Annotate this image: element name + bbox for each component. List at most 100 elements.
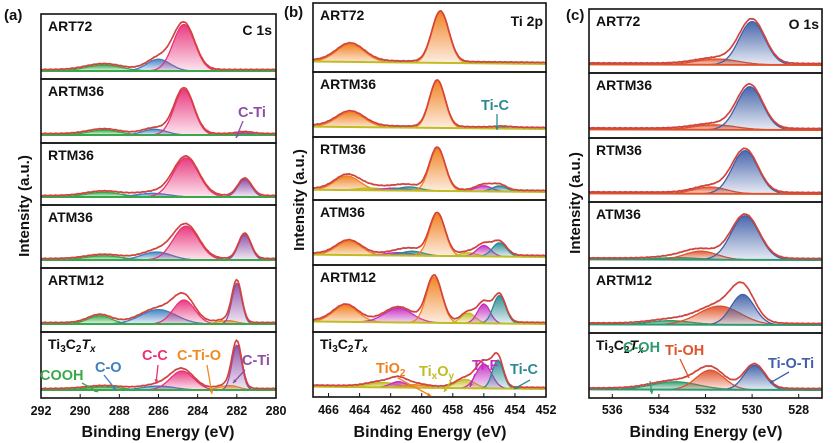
component-fill-tio2 [313, 214, 546, 257]
x-tick-label: 464 [349, 403, 370, 417]
component-fill-cooh [41, 315, 276, 324]
sample-label: ART72 [48, 18, 93, 34]
annotation-arrow [769, 371, 790, 384]
arrow-head [233, 379, 237, 383]
annotation-ti-c: Ti-C [481, 98, 509, 130]
fit-envelope [41, 155, 276, 197]
x-tick-label: 284 [187, 404, 208, 418]
component-fill-tio2 [313, 12, 546, 65]
annotation-label: C-Ti [238, 105, 266, 121]
sample-label: ART72 [596, 13, 641, 29]
annotation-label: TiO2 [376, 361, 406, 379]
subplot-artm36: ARTM36 [312, 71, 547, 138]
annotation-c-c: C-C [142, 348, 168, 384]
component-fill-ti-oh [589, 59, 822, 65]
annotation-label: COOH [40, 368, 84, 384]
component-fill-ti-oh [589, 306, 822, 325]
arrow-head [94, 388, 98, 392]
fit-envelope [312, 10, 546, 64]
component-fill-c-o [41, 309, 276, 324]
y-axis-label-c: Intensity (a.u.) [567, 152, 584, 254]
annotation-label: C-Ti-O [177, 348, 221, 364]
sample-label: RTM36 [320, 141, 366, 157]
component-fill-c-oh [589, 381, 822, 390]
component-fill-cooh [41, 255, 276, 260]
component-fill-tio2 [313, 44, 546, 64]
annotation-ti-o-ti: Ti-O-Ti [768, 356, 814, 384]
fit-envelope [589, 362, 822, 390]
subplot-art72: ART72 [312, 2, 547, 73]
fit-envelope [41, 86, 276, 135]
component-fill-ti-o-ti [589, 150, 822, 194]
background-line [588, 258, 823, 261]
fit-envelope [312, 146, 546, 192]
x-axis-label-c: Binding Energy (eV) [630, 424, 783, 441]
fit-envelope [589, 147, 822, 194]
component-fill-tio2 [313, 305, 546, 324]
background-line [588, 128, 823, 131]
annotation-label: Ti-C [481, 98, 509, 114]
fit-envelope [41, 222, 276, 260]
x-tick-label: 458 [442, 403, 463, 417]
x-axis-label-b: Binding Energy (eV) [354, 424, 507, 441]
subplot-rtm36: RTM36 [588, 137, 823, 203]
x-tick-label: 534 [648, 403, 669, 417]
component-fill-tio2 [313, 148, 546, 192]
background-line [312, 188, 547, 193]
component-fill-c-o [41, 59, 276, 71]
component-fill-tio2 [313, 277, 546, 324]
x-tick-label: 286 [148, 404, 169, 418]
annotation-c-oh: C-OH [623, 340, 660, 395]
background-line [312, 253, 547, 258]
x-tick-label: 536 [602, 403, 623, 417]
annotation-ti-c: Ti-C [510, 362, 538, 390]
subplot-atm36: ATM36 [588, 201, 823, 269]
component-fill-c-ti-o [41, 385, 276, 390]
fit-envelope [41, 339, 276, 390]
component-fill-tio2 [313, 176, 546, 192]
x-tick-label: 290 [70, 404, 91, 418]
arrow-head [209, 390, 214, 394]
arrow-head [770, 379, 774, 383]
x-tick-label: 292 [31, 404, 52, 418]
sample-label: Ti3C2Tx [320, 336, 368, 355]
arrow-head [685, 374, 690, 378]
subplot-ti3c2tx: Ti3C2Tx [40, 331, 277, 399]
sample-label: ARTM12 [320, 269, 376, 285]
core-level-title-a: C 1s [242, 22, 272, 38]
arrow-head [469, 383, 474, 387]
core-level-title-b: Ti 2p [511, 13, 543, 29]
sample-label: RTM36 [596, 142, 642, 158]
annotation-cooh: COOH [40, 368, 99, 393]
panel-b: ART72 ARTM36 RTM36 ATM36 ARTM12 Ti3C2Tx 466 464… [312, 2, 556, 417]
fit-envelope [312, 274, 546, 324]
background-line [312, 385, 547, 390]
component-fill-ti-oh [589, 251, 822, 260]
sample-label: ARTM36 [48, 83, 104, 99]
arrow-head [649, 390, 654, 394]
component-fill-cooh [41, 65, 276, 71]
annotation-c-ti: C-Ti [232, 353, 270, 384]
panel-label-b: (b) [284, 4, 303, 21]
annotation-c-ti: C-Ti [235, 105, 266, 139]
component-fill-ti-o-ti [589, 215, 822, 260]
x-tick-label: 528 [788, 403, 809, 417]
subplot-rtm36: RTM36 [40, 142, 277, 206]
background-line [588, 388, 823, 391]
fit-envelope [589, 213, 822, 260]
arrow-head [495, 126, 499, 130]
panel-c: ART72 ARTM36 RTM36 ATM36 ARTM12 Ti3C2Tx 536 534… [588, 8, 823, 417]
subplot-ti3c2tx: Ti3C2Tx [312, 331, 547, 398]
annotation-label: C-Ti [242, 353, 270, 369]
x-tick-label: 288 [109, 404, 130, 418]
subplot-art72: ART72 [40, 13, 277, 80]
subplot-atm36: ATM36 [312, 199, 547, 266]
annotation-label: Ti-C [510, 362, 538, 378]
component-fill-ti-o-ti [589, 86, 822, 130]
arrow-head [235, 134, 240, 138]
component-fill-ti-o-ti [589, 21, 822, 66]
annotation-tixoy: TixOy [419, 364, 454, 393]
fit-envelope [313, 211, 546, 257]
arrow-head [112, 386, 116, 390]
arrow-head [444, 388, 448, 392]
